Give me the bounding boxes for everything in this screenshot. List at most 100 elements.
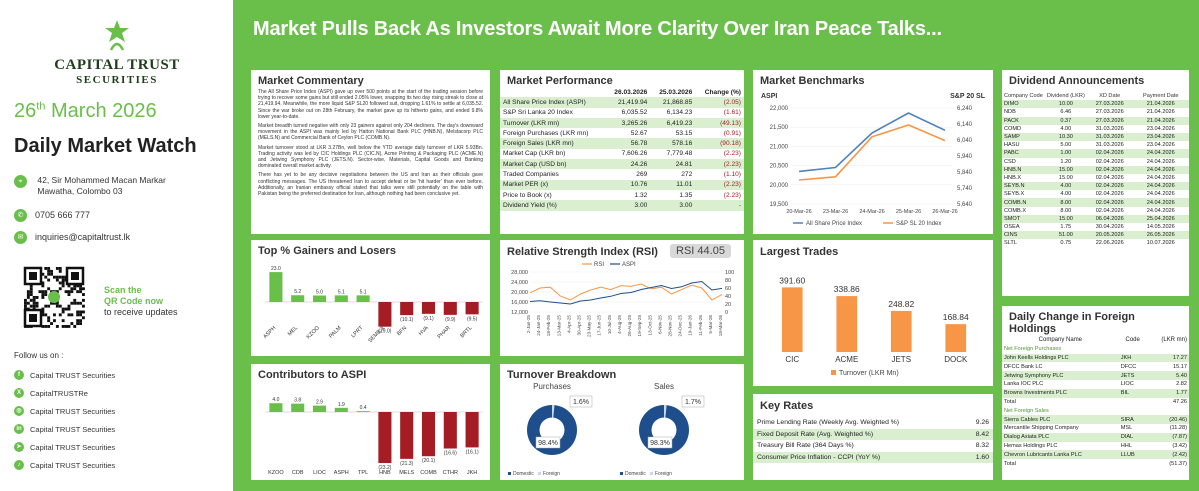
data-label: (10.1)	[400, 317, 413, 323]
tick-label: 5-Mar-26	[708, 315, 713, 334]
panel-title: Turnover Breakdown	[507, 369, 617, 381]
series-line	[798, 124, 946, 181]
report-date: 26th March 2026	[14, 100, 157, 122]
data-label: (23.2)	[378, 465, 391, 471]
table-row: HASU 5.00 31.03.2026 23.04.2026	[1004, 142, 1175, 149]
category-label: CTHR	[443, 470, 458, 476]
bar	[443, 412, 457, 449]
foreign-holdings-table: Company Name Code (LKR mn) Net Foreign P…	[1002, 337, 1189, 467]
tick-label: 6-Nov-25	[657, 315, 662, 334]
social-label: CapitalTRUSTRe	[30, 388, 88, 398]
panel-title: Relative Strength Index (RSI)	[507, 246, 658, 258]
legend-label: Foreign	[655, 471, 672, 477]
table-row: DFCC Bank LC DFCC 15.17	[1004, 363, 1187, 370]
tick-label: 23-May-25	[587, 315, 592, 337]
social-link[interactable]: in Capital TRUST Securities	[14, 420, 115, 438]
tick-label: 12,000	[511, 310, 528, 316]
pie-hole	[651, 417, 677, 443]
category-label: KZOO	[306, 325, 322, 341]
table-row: Chevron Lubricants Lanka PLC LLUB (2.42)	[1002, 450, 1189, 460]
email[interactable]: ✉ inquiries@capitaltrust.lk	[14, 231, 130, 244]
bar	[443, 302, 457, 315]
social-link[interactable]: X CapitalTRUSTRe	[14, 384, 115, 402]
tick-label: 18-Feb-25	[546, 315, 551, 337]
tick-label: 26-Mar-26	[932, 209, 957, 215]
tick-label: 10-Jul-25	[607, 315, 612, 335]
tick-label: 40	[725, 294, 731, 300]
bar	[945, 324, 967, 352]
data-label: 391.60	[779, 275, 805, 285]
table-row: COMD 4.00 31.03.2026 23.04.2026	[1004, 125, 1175, 132]
tick-label: 26-Aug-25	[627, 315, 632, 337]
callout	[535, 436, 561, 449]
tick-label: 24-Jan-25	[536, 315, 541, 336]
legend-label: Domestic	[625, 471, 646, 477]
bar	[269, 403, 283, 412]
table-row: HNB.X 15.00 02.04.2026 24.04.2026	[1004, 174, 1175, 181]
social-label: Capital TRUST Securities	[30, 442, 116, 452]
brand-name-line2: SECURITIES	[76, 74, 158, 86]
data-label: (9.5)	[467, 316, 478, 322]
tick-label: 21,000	[770, 144, 789, 150]
bar	[781, 287, 803, 352]
tick-label: 28-Nov-25	[667, 315, 672, 337]
bar	[312, 405, 327, 412]
data-label: (16.6)	[444, 451, 457, 457]
axis-label-left: ASPI	[761, 93, 777, 100]
data-label: (9.1)	[423, 316, 434, 322]
social-link[interactable]: ♪ Capital TRUST Securities	[14, 456, 115, 474]
email-icon: ✉	[14, 231, 27, 244]
bar	[291, 403, 305, 412]
tick-label: 24-Dec-25	[678, 315, 683, 337]
total-row: Total 47.26	[1004, 398, 1187, 405]
tick-label: 16,000	[511, 300, 528, 306]
tick-label: 21,500	[770, 125, 789, 131]
tick-label: 13-Oct-25	[647, 315, 652, 336]
category-label: COMB	[420, 470, 437, 476]
telegram-icon: ➤	[14, 442, 24, 452]
tick-label: 5,640	[957, 202, 973, 208]
social-link[interactable]: f Capital TRUST Securities	[14, 366, 115, 384]
table-row: SEYB.X 4.00 02.04.2026 24.04.2026	[1004, 191, 1175, 198]
tick-label: 4-Aug-25	[617, 315, 622, 334]
category-label: DOCK	[944, 355, 968, 364]
phone[interactable]: ✆ 0705 666 777	[14, 209, 90, 222]
data-label: 5.0	[316, 290, 323, 296]
table-row: Lanka IOC PLC LIOC 2.82	[1004, 381, 1187, 388]
table-row: CSD 1.20 02.04.2026 24.04.2026	[1004, 158, 1175, 165]
legend-label: ASPI	[622, 262, 636, 268]
table-row: Market Cap (USD bn) 24.26 24.81 (2.23)	[500, 159, 744, 170]
tick-label: 0	[725, 310, 728, 316]
table-row: Foreign Purchases (LKR mn) 52.67 53.15 (0.9…	[503, 129, 741, 137]
tick-label: 20	[725, 302, 731, 308]
tick-label: 11-Feb-26	[698, 315, 703, 336]
dividend-panel: Dividend Announcements Company Code Divi…	[1002, 70, 1189, 296]
category-label: PALM	[328, 325, 343, 340]
tick-label: 6,040	[957, 138, 973, 144]
pie-title: Sales	[654, 382, 674, 391]
data-label: 168.84	[943, 312, 969, 322]
table-row: Turnover (LKR mn) 3,265.26 6,419.23 (49.13)	[500, 117, 744, 129]
tick-label: 20,500	[770, 164, 789, 170]
qr-code[interactable]	[22, 265, 86, 329]
follow-label: Follow us on :	[14, 351, 64, 360]
callout	[569, 395, 593, 408]
contributors-panel: Contributors to ASPI 4.0 KZOO 3.8 CDB 2.9 LIO…	[251, 364, 490, 480]
social-link[interactable]: ◎ Capital TRUST Securities	[14, 402, 115, 420]
table-row: Foreign Sales (LKR mn) 56.78 578.16 (90.18)	[500, 138, 744, 149]
social-link[interactable]: ➤ Capital TRUST Securities	[14, 438, 115, 456]
table-row: SEYB.N 4.00 02.04.2026 24.04.2026	[1002, 182, 1189, 191]
headline: Market Pulls Back As Investors Await Mor…	[253, 18, 942, 40]
tiktok-icon: ♪	[14, 460, 24, 470]
bar	[836, 296, 858, 352]
legend-swatch	[620, 472, 623, 475]
tick-label: 5,740	[957, 186, 973, 192]
table-row: Browns Investments PLC BIL 1.77	[1002, 388, 1189, 398]
table-row: CINS 51.00 20.05.2026 26.05.2026	[1002, 231, 1189, 240]
panel-title: Market Performance	[507, 75, 613, 87]
panel-title: Market Benchmarks	[760, 75, 865, 87]
data-label: 98.3%	[650, 440, 670, 447]
bar	[356, 411, 370, 412]
category-label: MEL	[287, 325, 299, 337]
series-line	[529, 280, 723, 305]
